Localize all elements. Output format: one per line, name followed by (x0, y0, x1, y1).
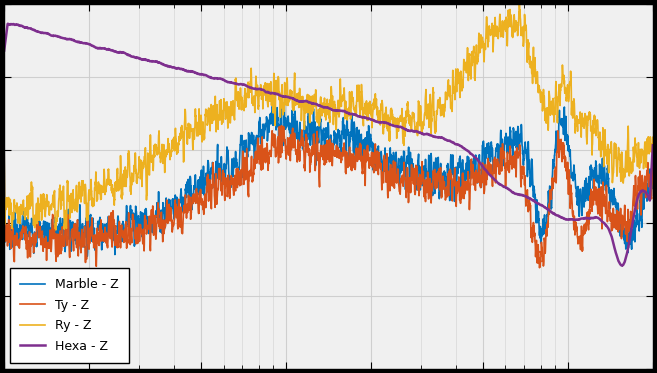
Hexa - Z (0, 48, 8, 53)
Ry - Z (637, 150, 645, 155)
Hexa - Z (113, 50, 121, 54)
Ty - Z (249, 178, 257, 183)
Ry - Z (113, 179, 121, 184)
Ty - Z (649, 142, 657, 147)
Hexa - Z (649, 143, 657, 147)
Ty - Z (277, 132, 285, 136)
Ry - Z (74, 194, 82, 198)
Line: Ry - Z: Ry - Z (4, 4, 653, 230)
Marble - Z (113, 229, 121, 233)
Ry - Z (516, 1, 524, 6)
Hexa - Z (277, 94, 285, 98)
Ty - Z (567, 200, 575, 205)
Marble - Z (649, 159, 657, 163)
Hexa - Z (4, 22, 12, 26)
Marble - Z (83, 254, 91, 259)
Ry - Z (0, 150, 8, 154)
Marble - Z (249, 139, 257, 143)
Marble - Z (0, 146, 8, 150)
Marble - Z (567, 159, 575, 163)
Line: Hexa - Z: Hexa - Z (4, 24, 653, 266)
Ty - Z (535, 266, 543, 270)
Hexa - Z (74, 40, 82, 44)
Legend: Marble - Z, Ty - Z, Ry - Z, Hexa - Z: Marble - Z, Ty - Z, Ry - Z, Hexa - Z (11, 268, 129, 363)
Ry - Z (52, 228, 60, 232)
Ry - Z (249, 103, 257, 108)
Marble - Z (637, 193, 645, 198)
Ry - Z (649, 135, 657, 140)
Hexa - Z (618, 263, 626, 268)
Ty - Z (637, 200, 645, 204)
Marble - Z (281, 101, 288, 105)
Line: Ty - Z: Ty - Z (4, 126, 653, 268)
Ty - Z (0, 147, 8, 151)
Ty - Z (277, 123, 285, 128)
Marble - Z (277, 106, 285, 111)
Ty - Z (113, 233, 121, 238)
Line: Marble - Z: Marble - Z (4, 103, 653, 257)
Hexa - Z (566, 217, 574, 222)
Hexa - Z (249, 86, 257, 91)
Ry - Z (567, 69, 575, 73)
Hexa - Z (637, 189, 645, 194)
Ry - Z (277, 98, 285, 102)
Marble - Z (74, 234, 82, 238)
Ty - Z (74, 253, 82, 258)
